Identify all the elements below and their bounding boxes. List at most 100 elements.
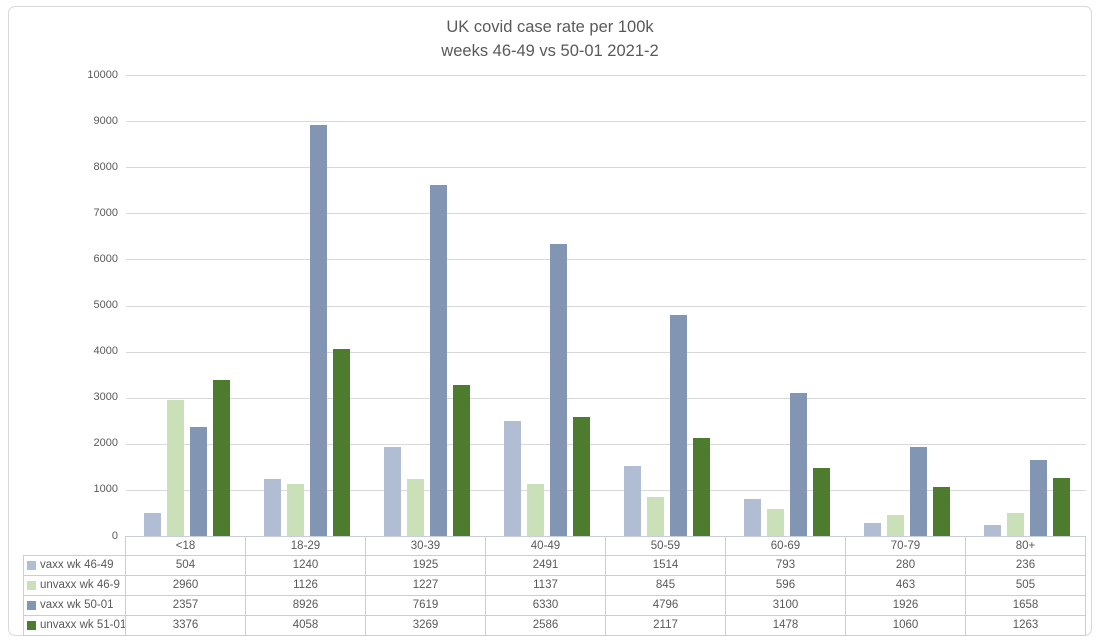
y-axis-label: 1000 <box>93 483 118 496</box>
legend-swatch-icon <box>27 581 36 590</box>
value-cell: 2117 <box>606 616 726 636</box>
value-cell: 1060 <box>846 616 966 636</box>
gridline <box>126 121 1086 122</box>
bar-series2-80+ <box>1007 513 1024 536</box>
bar-series4-60-69 <box>813 468 830 536</box>
chart-title-line1: UK covid case rate per 100k <box>446 18 654 36</box>
value-cell: 3376 <box>126 616 246 636</box>
value-cell: 2960 <box>126 576 246 596</box>
legend-label: vaxx wk 46-49 <box>40 559 114 571</box>
gridline <box>126 352 1086 353</box>
bar-series3-50-59 <box>670 315 687 536</box>
value-cell: 8926 <box>246 596 366 616</box>
category-label: 80+ <box>966 536 1086 556</box>
legend-swatch-icon <box>27 561 36 570</box>
bar-series4-40-49 <box>573 417 590 536</box>
bar-series2-50-59 <box>647 497 664 536</box>
bar-series1-80+ <box>984 525 1001 536</box>
y-axis-label: 2000 <box>93 437 118 450</box>
gridline <box>126 167 1086 168</box>
gridline <box>126 490 1086 491</box>
bar-series1-<18 <box>144 513 161 536</box>
value-cell: 236 <box>966 556 1086 576</box>
gridline <box>126 306 1086 307</box>
value-cell: 280 <box>846 556 966 576</box>
bar-series2-60-69 <box>767 509 784 536</box>
bar-series3-60-69 <box>790 393 807 536</box>
value-cell: 793 <box>726 556 846 576</box>
legend-swatch-icon <box>27 601 36 610</box>
y-axis-label: 9000 <box>93 114 118 127</box>
value-cell: 1658 <box>966 596 1086 616</box>
bar-series3-70-79 <box>910 447 927 536</box>
value-cell: 2586 <box>486 616 606 636</box>
bar-series4-50-59 <box>693 438 710 536</box>
category-label: 50-59 <box>606 536 726 556</box>
category-label: 60-69 <box>726 536 846 556</box>
legend-item-series1: vaxx wk 46-49 <box>23 556 126 576</box>
bar-series4-18-29 <box>333 349 350 536</box>
bar-series3-18-29 <box>310 125 327 536</box>
bar-series3-40-49 <box>550 244 567 536</box>
bar-series4-80+ <box>1053 478 1070 536</box>
y-axis-label: 6000 <box>93 252 118 265</box>
bar-series1-30-39 <box>384 447 401 536</box>
y-axis-label: 8000 <box>93 160 118 173</box>
value-cell: 4796 <box>606 596 726 616</box>
data-table: <18 18-29 30-39 40-49 50-59 60-69 70-79 80+ vaxx… <box>23 536 1086 636</box>
gridline <box>126 398 1086 399</box>
value-cell: 463 <box>846 576 966 596</box>
value-cell: 1227 <box>366 576 486 596</box>
plot-area <box>126 75 1086 536</box>
gridline <box>126 213 1086 214</box>
bar-series3-<18 <box>190 427 207 536</box>
value-cell: 3269 <box>366 616 486 636</box>
bar-series1-18-29 <box>264 479 281 536</box>
value-cell: 1126 <box>246 576 366 596</box>
bar-series1-50-59 <box>624 466 641 536</box>
y-axis-label: 0 <box>111 529 118 542</box>
value-cell: 3100 <box>726 596 846 616</box>
bar-series2-18-29 <box>287 484 304 536</box>
bar-series3-80+ <box>1030 460 1047 536</box>
category-label: 18-29 <box>246 536 366 556</box>
bar-series2-70-79 <box>887 515 904 536</box>
gridline <box>126 75 1086 76</box>
bar-series2-40-49 <box>527 484 544 536</box>
value-cell: 596 <box>726 576 846 596</box>
value-cell: 1514 <box>606 556 726 576</box>
value-cell: 1137 <box>486 576 606 596</box>
gridline <box>126 259 1086 260</box>
category-label: 40-49 <box>486 536 606 556</box>
y-axis-label: 3000 <box>93 391 118 404</box>
y-axis-label: 5000 <box>93 299 118 311</box>
y-axis: 0 1000 2000 3000 4000 5000 6000 7000 8000 9000 100… <box>9 7 118 635</box>
value-cell: 845 <box>606 576 726 596</box>
legend-item-series2: unvaxx wk 46-9 <box>23 576 126 596</box>
bar-series2-30-39 <box>407 479 424 536</box>
bar-series4-70-79 <box>933 487 950 536</box>
y-axis-label: 7000 <box>93 206 118 219</box>
value-cell: 2491 <box>486 556 606 576</box>
value-cell: 1478 <box>726 616 846 636</box>
value-cell: 1240 <box>246 556 366 576</box>
legend-swatch-icon <box>27 621 36 630</box>
bar-series3-30-39 <box>430 185 447 536</box>
value-cell: 4058 <box>246 616 366 636</box>
value-cell: 1926 <box>846 596 966 616</box>
legend-item-series3: vaxx wk 50-01 <box>23 596 126 616</box>
category-label: 30-39 <box>366 536 486 556</box>
bar-series1-70-79 <box>864 523 881 536</box>
value-cell: 2357 <box>126 596 246 616</box>
chart-title-line2: weeks 46-49 vs 50-01 2021-2 <box>441 42 659 60</box>
legend-label: unvaxx wk 46-9 <box>40 579 120 591</box>
bar-series4-30-39 <box>453 385 470 536</box>
chart-title: UK covid case rate per 100k weeks 46-49 … <box>9 15 1091 63</box>
chart-frame: UK covid case rate per 100k weeks 46-49 … <box>8 6 1092 636</box>
category-label: <18 <box>126 536 246 556</box>
bar-series2-<18 <box>167 400 184 536</box>
value-cell: 1263 <box>966 616 1086 636</box>
value-cell: 6330 <box>486 596 606 616</box>
bar-series1-60-69 <box>744 499 761 536</box>
y-axis-label: 10000 <box>87 68 118 81</box>
